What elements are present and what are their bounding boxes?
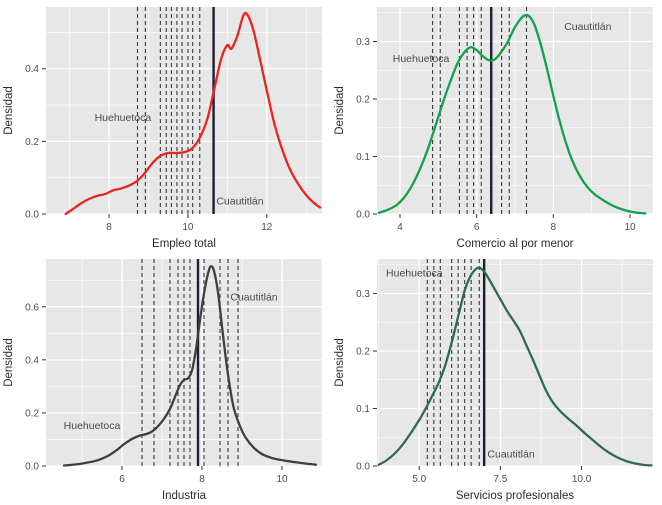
y-axis-title: Densidad (3, 338, 15, 387)
density-plot-comercio-al-por-menor: Huehuetoca Cuautitlán 4 6 8 10 0.0 0.1 0.2 0.3 Com… (334, 7, 653, 250)
x-tick-label: 4 (397, 222, 403, 233)
y-tick-label: 0.1 (356, 152, 370, 163)
y-tick-label: 0.3 (356, 289, 370, 300)
density-plot-industria: Huehuetoca Cuautitlán 6 8 10 0.0 0.2 0.4 0.6 Indu… (3, 259, 323, 502)
x-axis-title: Comercio al por menor (457, 238, 574, 250)
x-tick-label: 6 (474, 222, 480, 233)
chart-comercio-al-por-menor: Huehuetoca Cuautitlán 4 6 8 10 0.0 0.1 0.2 0.3 Com… (331, 0, 662, 252)
annotation-label: Cuautitlán (564, 21, 611, 33)
y-tick-label: 0.1 (356, 404, 370, 415)
y-tick-label: 0.2 (356, 347, 370, 358)
x-axis-title: Industria (162, 490, 207, 502)
annotation-label: Huehuetoca (393, 53, 450, 65)
x-axis-title: Servicios profesionales (456, 490, 575, 502)
chart-industria: Huehuetoca Cuautitlán 6 8 10 0.0 0.2 0.4 0.6 Indu… (0, 252, 331, 505)
y-tick-label: 0.0 (356, 462, 370, 473)
y-axis-title: Densidad (334, 86, 346, 135)
y-tick-label: 0.4 (25, 64, 39, 75)
chart-servicios-profesionales: Huehuetoca Cuautitlán 5.0 7.5 10.0 0.0 0.1 0.2 0… (331, 252, 662, 505)
x-tick-label: 8 (551, 222, 557, 233)
density-curve (377, 266, 653, 467)
y-tick-label: 0.2 (25, 408, 39, 419)
annotation-label: Cuautitlán (216, 195, 263, 207)
density-plot-servicios-profesionales: Huehuetoca Cuautitlán 5.0 7.5 10.0 0.0 0.1 0.2 0… (334, 259, 653, 502)
chart-empleo-total: Huehuetoca Cuautitlán 8 10 12 0.0 0.2 0.4 Empleo… (0, 0, 331, 252)
x-tick-label: 5.0 (412, 474, 426, 485)
x-tick-label: 12 (261, 222, 273, 233)
y-tick-label: 0.0 (25, 462, 39, 473)
x-tick-label: 7.5 (493, 474, 507, 485)
x-tick-label: 8 (199, 474, 205, 485)
y-tick-label: 0.6 (25, 302, 39, 313)
annotation-label: Cuautitlán (487, 449, 534, 461)
x-tick-label: 10 (276, 474, 288, 485)
y-tick-label: 0.4 (25, 355, 39, 366)
y-tick-label: 0.0 (356, 210, 370, 221)
annotation-label: Cuautitlán (230, 291, 277, 303)
density-curve (377, 13, 647, 215)
density-plot-empleo-total: Huehuetoca Cuautitlán 8 10 12 0.0 0.2 0.4 Empleo… (3, 7, 322, 250)
x-tick-label: 10 (182, 222, 194, 233)
y-tick-label: 0.0 (25, 210, 39, 221)
annotation-label: Huehuetoca (386, 267, 443, 279)
density-curve (64, 11, 322, 216)
y-tick-label: 0.2 (356, 95, 370, 106)
x-tick-label: 6 (119, 474, 125, 485)
annotation-label: Huehuetoca (64, 420, 121, 432)
panel-background (46, 259, 322, 466)
y-tick-label: 0.3 (356, 37, 370, 48)
x-tick-label: 8 (106, 222, 112, 233)
panel-background (46, 7, 322, 214)
annotation-label: Huehuetoca (95, 112, 152, 124)
x-tick-label: 10 (624, 222, 636, 233)
x-tick-label: 10.0 (572, 474, 592, 485)
density-curve (62, 265, 318, 467)
x-axis-title: Empleo total (152, 238, 216, 250)
y-axis-title: Densidad (3, 86, 15, 135)
y-tick-label: 0.2 (25, 137, 39, 148)
y-axis-title: Densidad (334, 338, 346, 387)
panel-background (377, 259, 653, 466)
